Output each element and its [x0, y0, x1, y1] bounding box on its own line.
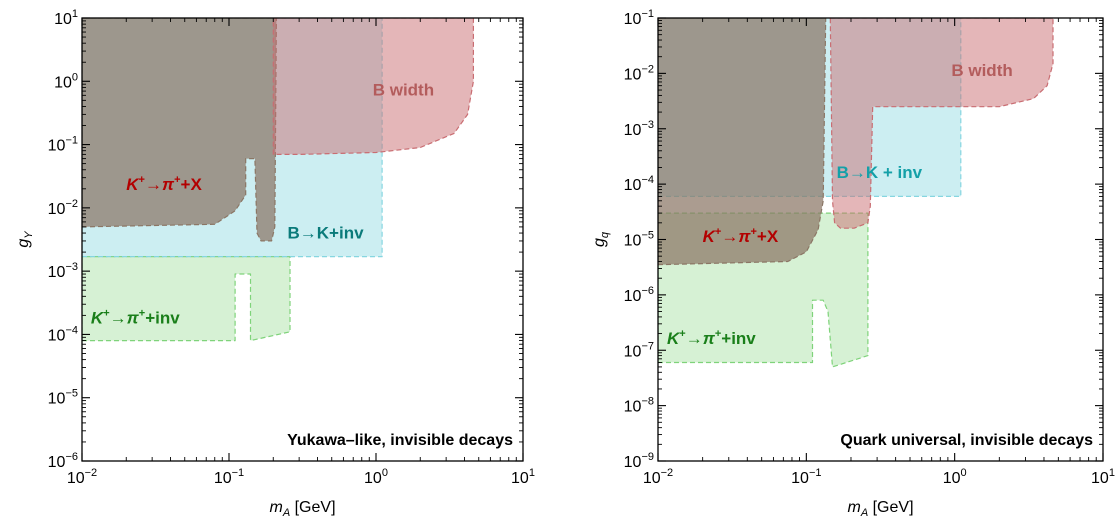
y-tick-label: 10−1: [624, 8, 654, 28]
y-axis-label: gq: [591, 231, 611, 247]
region-label-b-to-k: B→K+inv: [287, 223, 364, 242]
region-label-k-pi-x: K+→π++X: [703, 226, 779, 246]
y-tick-label: 10−1: [48, 135, 78, 155]
x-axis-label: mA [GeV]: [269, 499, 335, 519]
y-tick-label: 10−7: [624, 340, 654, 360]
x-tick-label: 100: [943, 467, 967, 487]
region-kpi-invisible: [82, 256, 291, 342]
plot-frame: [81, 17, 524, 462]
region-k-pi-x: [82, 18, 277, 242]
region-label-k-pi-x: K+→π++X: [126, 174, 202, 194]
y-tick-label: 10−2: [48, 198, 78, 218]
y-tick-label: 10−6: [48, 451, 78, 471]
region-b-width: [272, 18, 474, 155]
panel-annotation: Yukawa–like, invisible decays: [287, 432, 513, 449]
y-tick-label: 10−3: [48, 261, 78, 281]
x-tick-label: 100: [364, 467, 388, 487]
y-tick-label: 10−8: [624, 396, 654, 416]
panel-annotation: Quark universal, invisible decays: [840, 432, 1093, 449]
y-tick-label: 10−2: [624, 63, 654, 83]
y-tick-label: 101: [54, 8, 78, 28]
y-tick-label: 10−5: [624, 230, 654, 250]
region-k-pi-x: [658, 18, 827, 266]
region-label-b-width: B width: [951, 61, 1012, 80]
region-label-kpi-invisible: K+→π++inv: [667, 328, 756, 348]
y-tick-label: 10−3: [624, 119, 654, 139]
x-tick-label: 101: [1091, 467, 1115, 487]
x-tick-label: 10−2: [643, 467, 673, 487]
x-tick-label: 10−1: [791, 467, 821, 487]
y-tick-label: 10−9: [624, 451, 654, 471]
y-tick-label: 100: [54, 71, 78, 91]
y-tick-label: 10−4: [48, 324, 78, 344]
regions: [658, 18, 1054, 368]
region-label-b-to-k: B→K + inv: [837, 163, 923, 182]
y-tick-label: 10−6: [624, 285, 654, 305]
chart-panel-2: 10−2 10−1 100 101 10−9 10−8 10−7 10−6 10−5 10−4 10…: [591, 8, 1115, 519]
y-tick-label: 10−5: [48, 388, 78, 408]
x-axis-label: mA [GeV]: [847, 499, 913, 519]
region-label-kpi-invisible: K+→π++inv: [91, 307, 180, 327]
regions: [82, 18, 474, 342]
chart-panel-1: 10−2 10−1 100 101 10−6 10−5 10−4 10−3 10−2 10−1 10…: [15, 8, 535, 519]
y-axis-label: gY: [15, 231, 35, 248]
region-label-b-width: B width: [373, 80, 434, 99]
region-b-width: [829, 18, 1054, 229]
x-tick-label: 101: [511, 467, 535, 487]
y-tick-label: 10−4: [624, 174, 654, 194]
x-tick-label: 10−1: [214, 467, 244, 487]
x-tick-label: 10−2: [67, 467, 97, 487]
